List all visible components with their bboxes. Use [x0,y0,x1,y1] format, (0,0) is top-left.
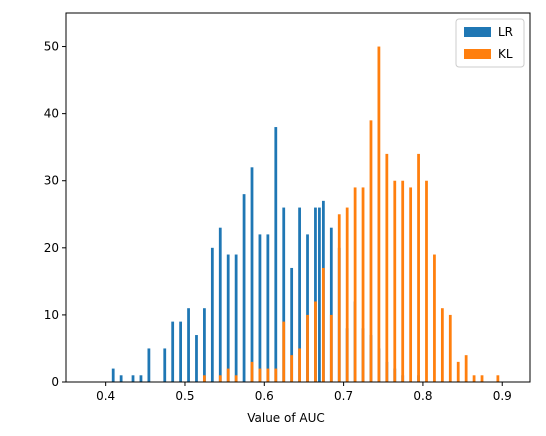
legend-label-lr: LR [498,25,513,39]
x-axis-label: Value of AUC [247,411,325,425]
bar-kl-2 [226,368,230,382]
bar-kl-18 [361,187,365,382]
bar-kl-11 [306,314,309,382]
y-tick-label: 10 [44,308,59,322]
bar-kl-23 [401,180,405,382]
y-tick-label: 50 [44,40,59,54]
bar-kl-25 [417,153,420,382]
x-tick-label: 0.4 [96,389,115,403]
bar-kl-26 [425,180,428,382]
bar-kl-0 [203,375,206,382]
x-tick-label: 0.6 [255,389,274,403]
bar-lr-19 [274,127,278,382]
bar-lr-4 [147,348,151,382]
bar-kl-24 [409,187,413,382]
bar-lr-14 [234,254,238,382]
bar-lr-8 [187,308,190,382]
legend-box [455,18,525,68]
bar-kl-7 [274,368,278,382]
legend-swatch-lr [464,27,491,37]
bar-lr-21 [290,267,294,382]
bar-kl-28 [440,308,444,382]
y-tick-label: 30 [44,174,59,188]
bar-kl-29 [448,314,452,382]
bar-kl-20 [377,46,381,383]
bar-kl-4 [250,361,254,382]
bar-kl-31 [464,355,468,382]
bar-lr-27 [329,227,333,382]
x-tick-label: 0.7 [334,389,353,403]
bar-kl-32 [472,375,476,382]
x-tick-label: 0.8 [413,389,432,403]
bar-lr-23 [306,234,309,382]
bar-kl-9 [290,355,294,382]
bar-kl-27 [433,254,436,382]
bar-kl-15 [337,214,341,382]
bar-kl-33 [480,375,484,382]
bar-kl-16 [345,207,349,382]
bar-lr-0 [111,368,115,382]
bar-lr-16 [250,167,254,382]
bar-kl-13 [321,267,325,382]
bar-lr-17 [258,234,262,382]
bar-lr-15 [242,194,246,382]
y-tick-label: 0 [51,375,59,389]
bar-lr-10 [203,308,206,382]
bar-lr-20 [282,207,286,382]
bar-kl-8 [282,321,286,382]
plot-frame [65,12,531,383]
bar-kl-14 [329,314,333,382]
bar-lr-22 [298,207,301,382]
y-tick-label: 20 [44,241,59,255]
bar-lr-11 [210,247,214,382]
bar-kl-5 [258,368,262,382]
bar-lr-12 [218,227,222,382]
bars-group [111,46,500,383]
legend: LR KL [455,18,525,68]
bar-lr-9 [195,335,198,382]
legend-label-kl: KL [498,47,513,61]
bar-kl-21 [385,153,389,382]
bar-lr-24 [314,207,317,382]
bar-kl-34 [496,375,500,382]
bar-kl-10 [298,348,301,382]
bar-kl-30 [456,361,460,382]
bar-lr-2 [131,375,135,382]
axes-group: 0.4 0.5 0.6 0.7 0.8 0.9 0 10 20 30 40 50 [44,12,531,403]
bar-lr-5 [163,348,167,382]
x-tick-label: 0.9 [493,389,512,403]
bar-kl-1 [218,375,222,382]
bar-kl-12 [314,301,317,382]
bar-lr-18 [266,234,270,382]
bar-lr-1 [119,375,123,382]
bar-lr-25 [318,207,321,382]
bar-kl-17 [353,187,357,382]
legend-swatch-kl [464,49,491,59]
bar-lr-7 [179,321,182,382]
x-tick-label: 0.5 [175,389,194,403]
y-tick-label: 40 [44,107,59,121]
bar-kl-22 [393,180,397,382]
bar-kl-3 [234,375,238,382]
bar-kl-6 [266,368,270,382]
bar-kl-19 [369,120,373,382]
bar-lr-13 [226,254,230,382]
bar-lr-6 [171,321,175,382]
bar-lr-3 [139,375,143,382]
